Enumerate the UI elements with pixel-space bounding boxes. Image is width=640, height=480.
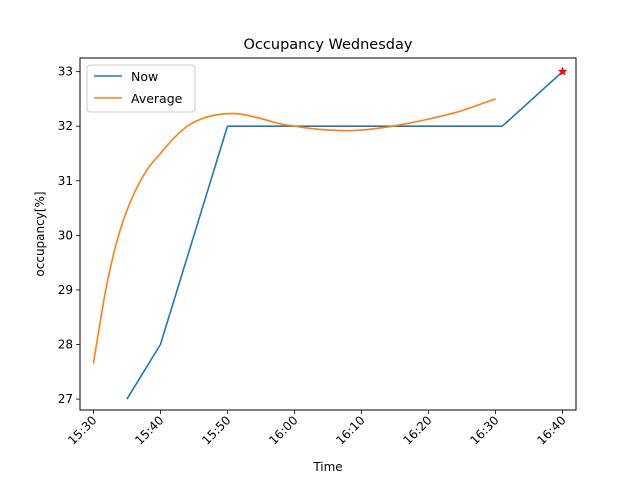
- legend-label: Now: [131, 69, 158, 84]
- x-tick-label: 15:50: [199, 413, 233, 447]
- series-layer: [92, 71, 564, 400]
- legend: Now Average: [86, 64, 196, 113]
- x-axis-title: Time: [312, 460, 342, 474]
- x-tick-label: 16:40: [534, 413, 568, 447]
- plot-frame: [79, 57, 577, 411]
- marker-layer: [557, 66, 568, 76]
- y-tick-label: 30: [58, 228, 73, 242]
- latest-point-star-marker: [557, 66, 568, 76]
- legend-label: Average: [131, 91, 183, 106]
- plot-area: [80, 58, 576, 410]
- x-tick-label: 15:40: [132, 413, 166, 447]
- x-tick-label: 15:30: [65, 413, 99, 447]
- y-axis-title: occupancy[%]: [33, 191, 47, 276]
- x-tick-label: 16:00: [266, 413, 300, 447]
- y-tick-label: 28: [58, 338, 73, 352]
- series-line-now: [126, 71, 564, 400]
- y-tick-label: 31: [58, 174, 73, 188]
- series-line-average: [92, 98, 496, 364]
- y-tick-label: 32: [58, 119, 73, 133]
- x-tick-label: 16:30: [467, 413, 501, 447]
- chart-title: Occupancy Wednesday: [244, 37, 413, 53]
- y-tick-label: 29: [58, 283, 73, 297]
- x-tick-label: 16:10: [333, 413, 367, 447]
- y-tick-label: 27: [58, 392, 73, 406]
- x-tick-label: 16:20: [400, 413, 434, 447]
- y-tick-label: 33: [58, 65, 73, 79]
